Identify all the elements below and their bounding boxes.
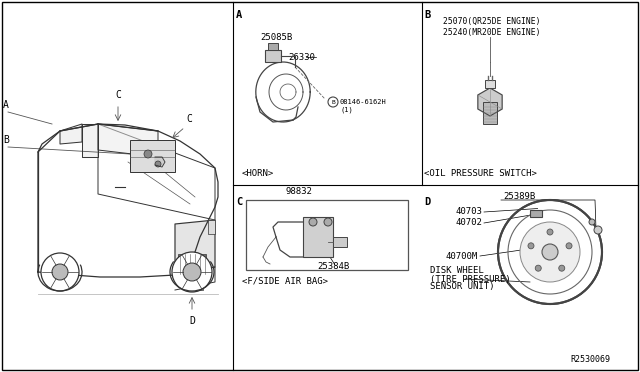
- Text: (TIRE PRESSURE): (TIRE PRESSURE): [430, 275, 511, 284]
- Bar: [130, 140, 175, 172]
- Circle shape: [528, 243, 534, 249]
- Circle shape: [520, 222, 580, 282]
- Bar: [485, 80, 495, 88]
- Text: DISK WHEEL: DISK WHEEL: [430, 266, 484, 275]
- Text: B: B: [3, 135, 9, 145]
- Text: 25085B: 25085B: [260, 33, 292, 42]
- Bar: [246, 200, 408, 270]
- Circle shape: [41, 253, 79, 291]
- Text: 40703: 40703: [456, 207, 483, 216]
- Bar: [333, 237, 347, 247]
- Circle shape: [328, 97, 338, 107]
- Text: <OIL PRESSURE SWITCH>: <OIL PRESSURE SWITCH>: [424, 169, 537, 178]
- Text: D: D: [189, 316, 195, 326]
- Circle shape: [566, 243, 572, 249]
- Circle shape: [309, 218, 317, 226]
- Bar: [530, 209, 541, 217]
- Circle shape: [183, 263, 201, 281]
- Polygon shape: [155, 157, 165, 167]
- Circle shape: [542, 244, 558, 260]
- Text: 25389B: 25389B: [503, 192, 535, 201]
- Text: B: B: [331, 99, 335, 105]
- Circle shape: [594, 226, 602, 234]
- Text: C: C: [186, 114, 192, 124]
- Text: 40702: 40702: [456, 218, 483, 227]
- Polygon shape: [60, 124, 82, 144]
- Text: 25070(QR25DE ENGINE): 25070(QR25DE ENGINE): [443, 17, 541, 26]
- Bar: [483, 102, 497, 124]
- Circle shape: [324, 218, 332, 226]
- Circle shape: [547, 229, 553, 235]
- Circle shape: [589, 219, 595, 225]
- Polygon shape: [478, 88, 502, 116]
- Text: SENSOR UNIT): SENSOR UNIT): [430, 282, 495, 291]
- Text: R2530069: R2530069: [570, 355, 610, 364]
- Bar: [178, 254, 206, 274]
- Text: (1): (1): [341, 106, 354, 112]
- Polygon shape: [98, 124, 158, 157]
- Text: 25240(MR20DE ENGINE): 25240(MR20DE ENGINE): [443, 28, 541, 37]
- Text: D: D: [424, 197, 430, 207]
- Circle shape: [172, 252, 212, 292]
- Text: B: B: [424, 10, 430, 20]
- Circle shape: [498, 200, 602, 304]
- Bar: [265, 50, 281, 62]
- Text: 08146-6162H: 08146-6162H: [339, 99, 386, 105]
- Bar: [268, 43, 278, 50]
- Polygon shape: [82, 124, 98, 157]
- Circle shape: [52, 264, 68, 280]
- Text: 25384B: 25384B: [317, 262, 349, 271]
- Polygon shape: [175, 220, 215, 275]
- Text: <F/SIDE AIR BAG>: <F/SIDE AIR BAG>: [242, 277, 328, 286]
- Circle shape: [144, 150, 152, 158]
- Text: 26330: 26330: [288, 53, 315, 62]
- Bar: [303, 217, 333, 257]
- Text: C: C: [236, 197, 243, 207]
- Text: <HORN>: <HORN>: [242, 169, 275, 178]
- Text: 40700M: 40700M: [445, 252, 477, 261]
- Text: C: C: [115, 90, 121, 100]
- Circle shape: [535, 265, 541, 271]
- Text: A: A: [236, 10, 243, 20]
- Circle shape: [155, 161, 161, 167]
- Bar: [185, 282, 203, 290]
- Bar: [208, 220, 215, 234]
- Text: 98832: 98832: [286, 187, 313, 196]
- Circle shape: [559, 265, 564, 271]
- Text: A: A: [3, 100, 9, 110]
